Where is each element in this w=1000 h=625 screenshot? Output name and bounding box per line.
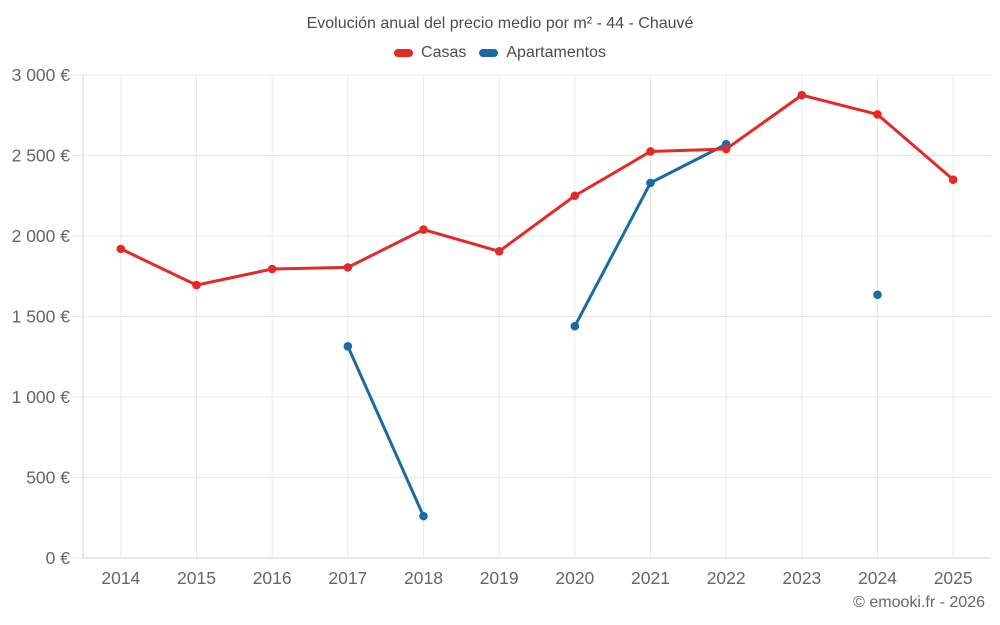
svg-text:1 500 €: 1 500 € (12, 307, 71, 327)
svg-text:2022: 2022 (707, 568, 746, 588)
svg-text:3 000 €: 3 000 € (12, 65, 71, 85)
casas-series-swatch-icon (394, 49, 414, 57)
legend-item-apartamentos[interactable]: Apartamentos (479, 44, 606, 62)
svg-text:2023: 2023 (782, 568, 821, 588)
svg-text:2021: 2021 (631, 568, 670, 588)
svg-text:1 000 €: 1 000 € (12, 387, 71, 407)
svg-text:500 €: 500 € (26, 468, 70, 488)
svg-text:2 000 €: 2 000 € (12, 226, 71, 246)
svg-text:2 500 €: 2 500 € (12, 146, 71, 166)
svg-text:2016: 2016 (253, 568, 292, 588)
svg-text:2017: 2017 (328, 568, 367, 588)
legend-label-casas: Casas (421, 44, 467, 61)
legend-label-apartamentos: Apartamentos (506, 44, 606, 61)
svg-text:2014: 2014 (101, 568, 140, 588)
svg-text:0 €: 0 € (46, 548, 71, 568)
svg-text:2025: 2025 (934, 568, 973, 588)
apartamentos-series-swatch-icon (479, 49, 499, 57)
svg-text:2024: 2024 (858, 568, 897, 588)
svg-text:2019: 2019 (480, 568, 519, 588)
chart-legend: Casas Apartamentos (0, 44, 1000, 62)
chart-title: Evolución anual del precio medio por m² … (306, 15, 694, 32)
legend-item-casas[interactable]: Casas (394, 44, 466, 62)
svg-text:2015: 2015 (177, 568, 216, 588)
svg-text:2018: 2018 (404, 568, 443, 588)
svg-text:2020: 2020 (555, 568, 594, 588)
attribution-text: © emooki.fr - 2026 (853, 594, 985, 611)
